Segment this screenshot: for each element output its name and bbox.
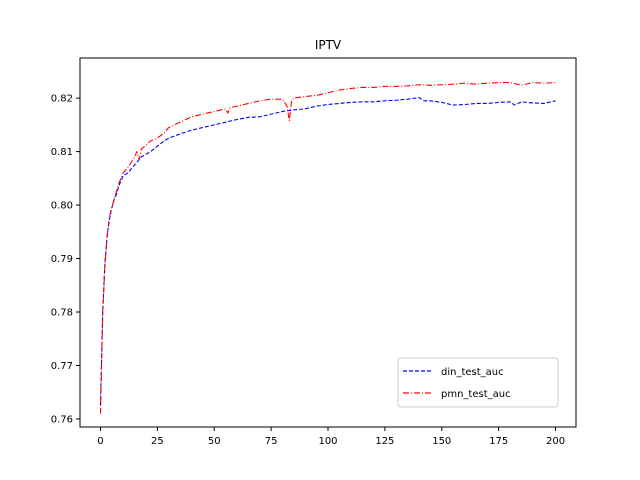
y-tick-label: 0.77	[51, 361, 73, 372]
y-axis: 0.76 0.77 0.78 0.79 0.80 0.81 0.82	[51, 94, 80, 425]
y-tick-label: 0.76	[51, 414, 73, 425]
legend-box	[397, 357, 559, 408]
x-tick-label: 125	[375, 436, 394, 447]
x-tick-label: 150	[432, 436, 451, 447]
chart-title: IPTV	[315, 38, 342, 52]
legend-label-din: din_test_auc	[441, 367, 504, 378]
x-tick-label: 200	[546, 436, 565, 447]
legend: din_test_auc pmn_test_auc	[397, 357, 559, 408]
x-tick-label: 175	[489, 436, 508, 447]
y-tick-label: 0.78	[51, 308, 73, 319]
x-tick-label: 25	[151, 436, 164, 447]
x-axis: 0 25 50 75 100 125 150 175 200	[97, 427, 565, 447]
series-layer	[99, 82, 556, 414]
series-line-pmn-test-auc	[99, 82, 556, 414]
x-tick-label: 100	[318, 436, 337, 447]
x-tick-label: 75	[265, 436, 278, 447]
y-tick-label: 0.81	[51, 147, 73, 158]
y-tick-label: 0.80	[51, 201, 73, 212]
y-tick-label: 0.79	[51, 254, 73, 265]
series-line-din-test-auc	[99, 97, 556, 406]
x-tick-label: 0	[97, 436, 103, 447]
y-tick-label: 0.82	[51, 94, 73, 105]
x-tick-label: 50	[208, 436, 221, 447]
legend-label-pmn: pmn_test_auc	[441, 389, 511, 400]
